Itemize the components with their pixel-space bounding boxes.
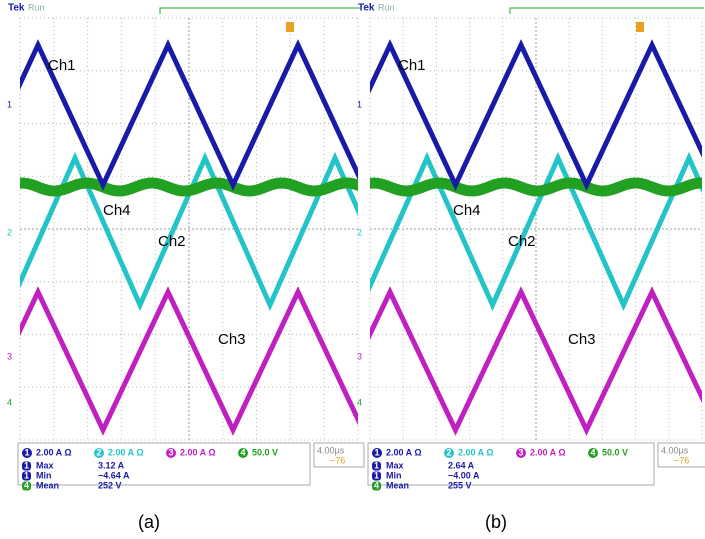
brand: Tek: [358, 3, 375, 14]
badge-number: 4: [374, 480, 379, 490]
channel-marker: 2: [357, 227, 362, 237]
waveforms: [0, 45, 428, 430]
channel-marker: 4: [7, 397, 12, 407]
trace-label: Ch2: [508, 233, 536, 250]
channel-scale: 2.00 A Ω: [180, 447, 216, 457]
brand: Tek: [8, 3, 25, 14]
trace-label: Ch3: [218, 331, 246, 348]
channel-scale: 2.00 A Ω: [386, 447, 422, 457]
measurement-name: Mean: [36, 480, 59, 490]
badge-number: 1: [24, 447, 29, 457]
measurement-name: Max: [36, 460, 54, 470]
measurement-name: Min: [36, 470, 52, 480]
measurement-name: Mean: [386, 480, 409, 490]
badge-number: 2: [446, 447, 451, 457]
channel-marker: 1: [357, 99, 362, 109]
badge-number: 3: [518, 447, 523, 457]
trace-ch4: [368, 183, 704, 191]
badge-number: 1: [374, 447, 379, 457]
trigger-marker: [636, 22, 644, 32]
channel-scale: 2.00 A Ω: [108, 447, 144, 457]
measurement-value: 2.64 A: [448, 460, 475, 470]
trace-label: Ch4: [103, 202, 131, 219]
badge-number: 3: [168, 447, 173, 457]
channel-marker: 3: [357, 351, 362, 361]
trigger-position: −76: [330, 455, 345, 465]
record-bar: [510, 8, 704, 14]
channel-marker: 2: [7, 227, 12, 237]
record-bar: [160, 8, 360, 14]
measurement-value: 252 V: [98, 480, 122, 490]
caption: (b): [485, 512, 507, 532]
measurement-value: −4.64 A: [98, 470, 130, 480]
channel-marker: 1: [7, 99, 12, 109]
badge-number: 1: [24, 470, 29, 480]
badge-number: 4: [590, 447, 595, 457]
run-state: Run: [28, 2, 45, 12]
trace-label: Ch2: [158, 233, 186, 250]
trace-label: Ch3: [568, 331, 596, 348]
trace-ch3: [325, 292, 705, 430]
measurement-value: −4.00 A: [448, 470, 480, 480]
channel-marker: 3: [7, 351, 12, 361]
trace-label: Ch1: [398, 57, 426, 74]
timebase: 4.00µs: [317, 445, 345, 455]
measurement-name: Max: [386, 460, 404, 470]
badge-number: 1: [374, 470, 379, 480]
channel-scale: 2.00 A Ω: [530, 447, 566, 457]
timebase: 4.00µs: [661, 445, 689, 455]
trigger-marker: [286, 22, 294, 32]
badge-number: 1: [24, 460, 29, 470]
caption: (a): [138, 512, 160, 532]
badge-number: 4: [240, 447, 245, 457]
trigger-position: −76: [674, 455, 689, 465]
channel-marker: 4: [357, 397, 362, 407]
trace-ch1: [325, 45, 705, 185]
badge-number: 4: [24, 480, 29, 490]
channel-scale: 2.00 A Ω: [458, 447, 494, 457]
channel-scale: 2.00 A Ω: [36, 447, 72, 457]
trace-ch3: [0, 292, 428, 430]
trace-label: Ch1: [48, 57, 76, 74]
measurement-value: 255 V: [448, 480, 472, 490]
channel-scale: 50.0 V: [252, 447, 278, 457]
measurement-value: 3.12 A: [98, 460, 125, 470]
trace-label: Ch4: [453, 202, 481, 219]
badge-number: 2: [96, 447, 101, 457]
figure: TekRunCh1Ch4Ch2Ch3123412.00 A Ω22.00 A Ω…: [0, 0, 705, 539]
badge-number: 1: [374, 460, 379, 470]
channel-scale: 50.0 V: [602, 447, 628, 457]
trace-ch4: [18, 183, 360, 191]
run-state: Run: [378, 2, 395, 12]
measurement-name: Min: [386, 470, 402, 480]
